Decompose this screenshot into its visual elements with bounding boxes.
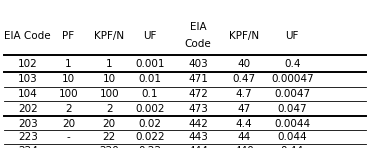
Text: 10: 10 bbox=[102, 74, 116, 84]
Text: Code: Code bbox=[185, 39, 211, 49]
Text: 0.002: 0.002 bbox=[135, 104, 165, 114]
Text: 104: 104 bbox=[18, 89, 38, 99]
Text: UF: UF bbox=[286, 30, 299, 41]
Text: 44: 44 bbox=[238, 132, 251, 142]
Text: PF: PF bbox=[63, 30, 74, 41]
Text: 40: 40 bbox=[238, 59, 251, 69]
Text: 0.47: 0.47 bbox=[233, 74, 256, 84]
Text: 444: 444 bbox=[188, 146, 208, 148]
Text: 103: 103 bbox=[18, 74, 38, 84]
Text: 0.022: 0.022 bbox=[135, 132, 165, 142]
Text: 20: 20 bbox=[62, 119, 75, 129]
Text: 220: 220 bbox=[99, 146, 119, 148]
Text: 0.1: 0.1 bbox=[142, 89, 158, 99]
Text: 0.044: 0.044 bbox=[278, 132, 307, 142]
Text: 2: 2 bbox=[106, 104, 112, 114]
Text: 4.7: 4.7 bbox=[236, 89, 252, 99]
Text: 0.0044: 0.0044 bbox=[274, 119, 310, 129]
Text: 473: 473 bbox=[188, 104, 208, 114]
Text: 224: 224 bbox=[18, 146, 38, 148]
Text: 0.0047: 0.0047 bbox=[274, 89, 310, 99]
Text: 1: 1 bbox=[65, 59, 72, 69]
Text: 403: 403 bbox=[188, 59, 208, 69]
Text: 20: 20 bbox=[102, 119, 116, 129]
Text: 10: 10 bbox=[62, 74, 75, 84]
Text: 1: 1 bbox=[106, 59, 112, 69]
Text: 471: 471 bbox=[188, 74, 208, 84]
Text: -: - bbox=[67, 132, 70, 142]
Text: 443: 443 bbox=[188, 132, 208, 142]
Text: 4.4: 4.4 bbox=[236, 119, 252, 129]
Text: KPF/N: KPF/N bbox=[94, 30, 124, 41]
Text: 202: 202 bbox=[18, 104, 38, 114]
Text: 203: 203 bbox=[18, 119, 38, 129]
Text: 100: 100 bbox=[99, 89, 119, 99]
Text: 22: 22 bbox=[102, 132, 116, 142]
Text: 102: 102 bbox=[18, 59, 38, 69]
Text: 100: 100 bbox=[58, 89, 78, 99]
Text: EIA Code: EIA Code bbox=[4, 30, 51, 41]
Text: 0.4: 0.4 bbox=[284, 59, 300, 69]
Text: UF: UF bbox=[143, 30, 157, 41]
Text: 0.00047: 0.00047 bbox=[271, 74, 314, 84]
Text: 440: 440 bbox=[234, 146, 254, 148]
Text: 0.01: 0.01 bbox=[138, 74, 161, 84]
Text: 472: 472 bbox=[188, 89, 208, 99]
Text: 0.22: 0.22 bbox=[138, 146, 161, 148]
Text: 0.02: 0.02 bbox=[138, 119, 161, 129]
Text: 2: 2 bbox=[65, 104, 72, 114]
Text: 223: 223 bbox=[18, 132, 38, 142]
Text: 47: 47 bbox=[238, 104, 251, 114]
Text: 0.001: 0.001 bbox=[135, 59, 165, 69]
Text: 0.047: 0.047 bbox=[278, 104, 307, 114]
Text: KPF/N: KPF/N bbox=[229, 30, 259, 41]
Text: 0.44: 0.44 bbox=[281, 146, 304, 148]
Text: -: - bbox=[67, 146, 70, 148]
Text: 442: 442 bbox=[188, 119, 208, 129]
Text: EIA: EIA bbox=[190, 22, 206, 32]
